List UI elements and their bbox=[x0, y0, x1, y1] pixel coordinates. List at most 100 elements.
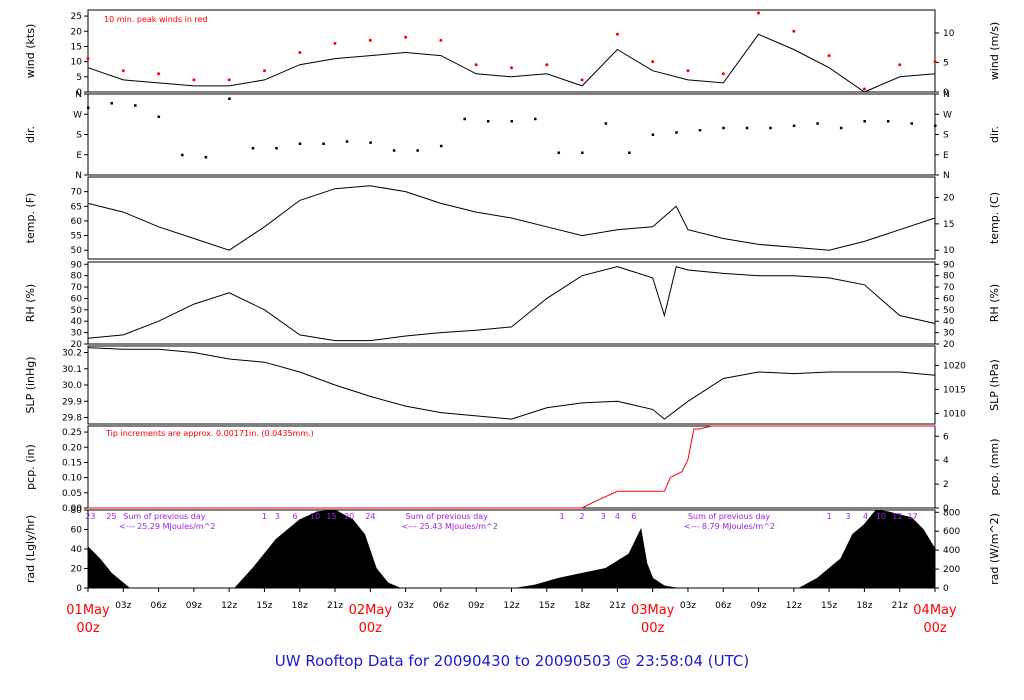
day-sum-label: Sum of previous day bbox=[123, 512, 205, 521]
radiation-hour-label: 1 bbox=[560, 512, 565, 521]
x-tick-label: 09z bbox=[468, 601, 484, 611]
y-tick-label-left: N bbox=[75, 171, 82, 181]
x-tick-label: 12z bbox=[221, 601, 237, 611]
direction-point bbox=[134, 104, 137, 107]
direction-point bbox=[698, 129, 702, 132]
y-axis-label-right: temp. (C) bbox=[988, 192, 1001, 244]
y-tick-label-left: 30 bbox=[71, 329, 83, 339]
radiation-hour-label: 6 bbox=[631, 512, 636, 521]
y-tick-label-left: 50 bbox=[71, 246, 83, 256]
direction-point bbox=[534, 117, 537, 121]
y-tick-label-right: 2 bbox=[943, 480, 949, 490]
direction-point bbox=[275, 147, 278, 150]
direction-point bbox=[345, 140, 349, 143]
y-tick-label-left: 55 bbox=[71, 232, 82, 242]
radiation-hour-label: 3 bbox=[601, 512, 606, 521]
radiation-hour-label: 15 bbox=[326, 512, 336, 521]
y-tick-label-right: 15 bbox=[943, 220, 954, 230]
y-tick-label-left: 65 bbox=[71, 202, 82, 212]
direction-point bbox=[886, 120, 890, 123]
y-tick-label-left: 29.8 bbox=[62, 414, 82, 424]
peak-wind-point bbox=[157, 72, 161, 76]
x-tick-label: 18z bbox=[856, 601, 872, 611]
radiation-hour-label: 10 bbox=[310, 512, 320, 521]
panel-frame bbox=[87, 345, 936, 425]
peak-wind-point bbox=[333, 41, 337, 45]
direction-point bbox=[839, 126, 843, 130]
peak-wind-point bbox=[121, 69, 125, 73]
y-tick-label-right: 20 bbox=[943, 340, 955, 350]
y-tick-label-left: 60 bbox=[71, 217, 83, 227]
y-tick-label-left: 25 bbox=[71, 12, 82, 22]
peak-wind-point bbox=[86, 57, 90, 61]
x-tick-label: 12z bbox=[786, 601, 802, 611]
direction-point bbox=[392, 149, 396, 152]
y-tick-label-right: 0 bbox=[943, 504, 949, 514]
direction-point bbox=[157, 115, 161, 118]
y-tick-label-right: 30 bbox=[943, 329, 955, 339]
y-tick-label-left: S bbox=[76, 131, 82, 141]
x-tick-label: 15z bbox=[821, 601, 837, 611]
y-tick-label-left: 60 bbox=[71, 526, 83, 536]
x-day-hour-label: 00z bbox=[359, 621, 383, 636]
y-tick-label-left: 0.15 bbox=[62, 458, 82, 468]
y-axis-label-left: RH (%) bbox=[24, 284, 37, 322]
y-axis-label-right: wind (m/s) bbox=[988, 22, 1001, 80]
panel-frame bbox=[87, 93, 936, 176]
x-day-label: 04May bbox=[913, 603, 957, 618]
direction-point bbox=[251, 147, 255, 150]
direction-point bbox=[863, 120, 866, 123]
peak-wind-point bbox=[933, 60, 937, 64]
y-tick-label-left: 70 bbox=[71, 188, 83, 198]
y-tick-label-right: 0 bbox=[943, 88, 949, 98]
direction-point bbox=[181, 153, 184, 157]
day-sum-label: Sum of previous day bbox=[688, 512, 770, 521]
y-tick-label-right: 0 bbox=[943, 584, 949, 594]
direction-point bbox=[816, 122, 819, 125]
y-axis-label-left: rad (Lgly/hr) bbox=[24, 515, 37, 583]
peak-wind-point bbox=[263, 69, 266, 73]
y-tick-label-right: 60 bbox=[943, 294, 955, 304]
y-tick-label-left: 0 bbox=[76, 88, 82, 98]
peak-wind-point bbox=[474, 63, 478, 67]
y-tick-label-left: 90 bbox=[71, 260, 83, 270]
y-tick-label-right: 1020 bbox=[943, 361, 966, 371]
y-tick-label-left: 30.1 bbox=[62, 365, 82, 375]
direction-point bbox=[745, 126, 749, 130]
series-line bbox=[87, 347, 936, 420]
direction-point bbox=[369, 141, 372, 144]
x-day-hour-label: 00z bbox=[76, 621, 100, 636]
series-line bbox=[88, 425, 935, 509]
y-tick-label-right: 1010 bbox=[943, 409, 966, 419]
direction-point bbox=[910, 122, 913, 125]
y-axis-label-right: RH (%) bbox=[988, 284, 1001, 322]
peak-wind-point bbox=[510, 66, 513, 70]
x-day-label: 01May bbox=[66, 603, 110, 618]
y-tick-label-left: 15 bbox=[71, 42, 82, 52]
x-tick-label: 09z bbox=[186, 601, 202, 611]
direction-point bbox=[510, 120, 513, 123]
radiation-hour-label: 23 bbox=[85, 512, 95, 521]
radiation-hour-label: 10 bbox=[876, 512, 886, 521]
y-tick-label-left: 70 bbox=[71, 283, 83, 293]
peak-wind-point bbox=[898, 63, 902, 67]
direction-point bbox=[204, 156, 208, 159]
direction-point bbox=[934, 124, 937, 127]
day-sum-label: Sum of previous day bbox=[406, 512, 488, 521]
direction-point bbox=[604, 122, 608, 125]
y-tick-label-right: 1015 bbox=[943, 385, 966, 395]
y-tick-label-left: 30.0 bbox=[62, 381, 82, 391]
x-tick-label: 03z bbox=[115, 601, 131, 611]
peak-wind-point bbox=[368, 38, 372, 42]
y-tick-label-right: 10 bbox=[943, 29, 955, 39]
y-axis-label-right: pcp. (mm) bbox=[988, 438, 1001, 495]
y-tick-label-left: 40 bbox=[71, 545, 83, 555]
y-tick-label-right: 50 bbox=[943, 306, 955, 316]
y-tick-label-right: 40 bbox=[943, 317, 955, 327]
direction-point bbox=[769, 126, 772, 130]
radiation-hour-label: 6 bbox=[292, 512, 297, 521]
y-axis-label-left: dir. bbox=[24, 126, 37, 143]
wind-annotation: 10 min. peak winds in red bbox=[104, 15, 208, 24]
peak-wind-point bbox=[862, 87, 866, 91]
x-tick-label: 15z bbox=[539, 601, 555, 611]
